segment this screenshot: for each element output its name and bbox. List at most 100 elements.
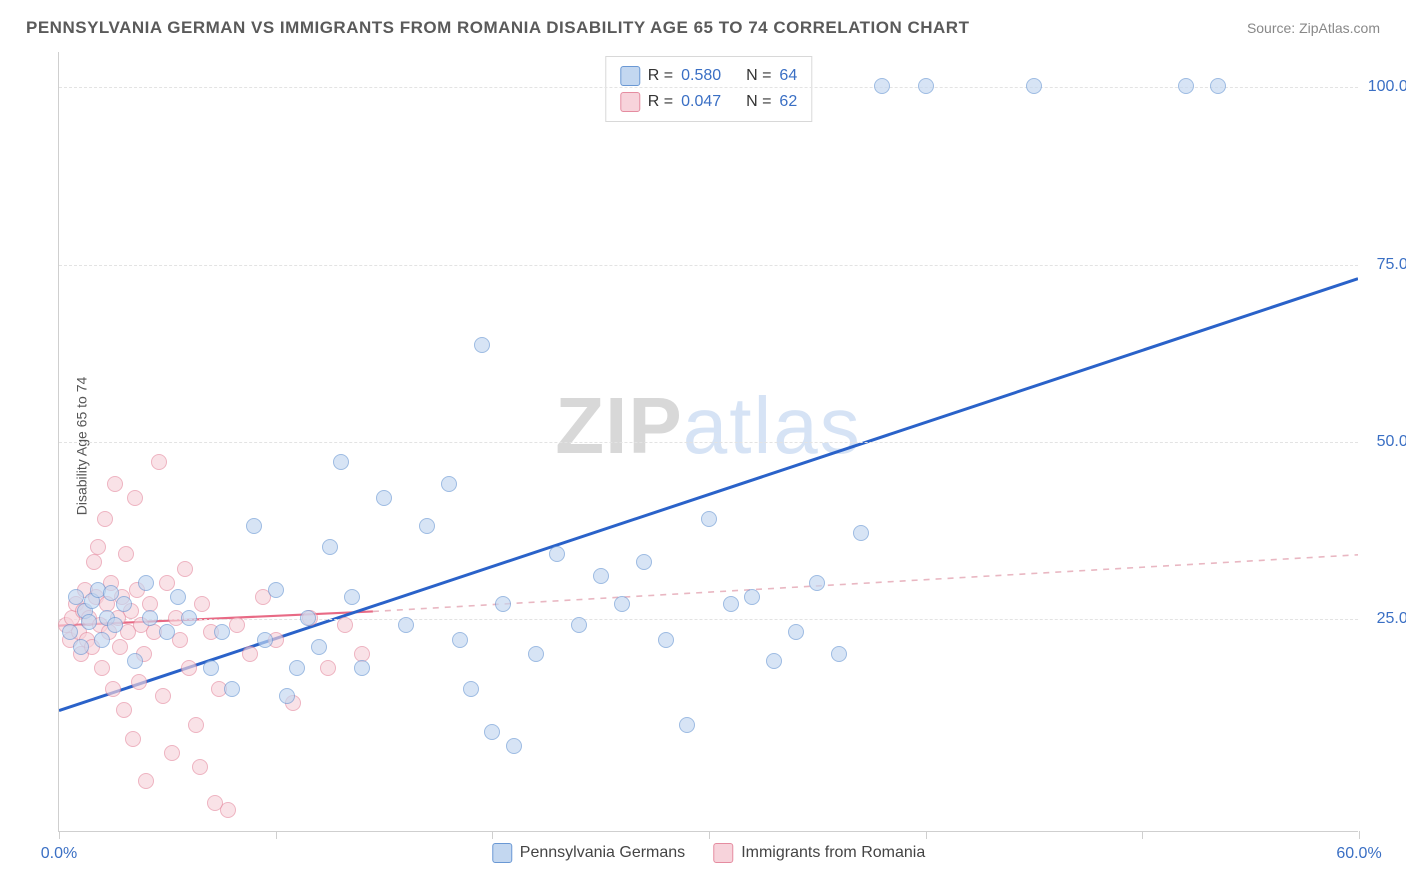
data-point bbox=[679, 717, 695, 733]
data-point bbox=[441, 476, 457, 492]
data-point bbox=[177, 561, 193, 577]
n-value-pink: 62 bbox=[779, 89, 797, 115]
r-value-blue: 0.580 bbox=[681, 63, 721, 89]
data-point bbox=[194, 596, 210, 612]
correlation-row-blue: R = 0.580 N = 64 bbox=[620, 63, 797, 89]
gridline bbox=[59, 442, 1358, 443]
data-point bbox=[311, 639, 327, 655]
plot-area: ZIPatlas R = 0.580 N = 64 R = 0.047 N = … bbox=[58, 52, 1358, 832]
x-tick-label: 60.0% bbox=[1336, 845, 1381, 863]
data-point bbox=[116, 702, 132, 718]
data-point bbox=[246, 518, 262, 534]
r-value-pink: 0.047 bbox=[681, 89, 721, 115]
swatch-pink-icon bbox=[620, 92, 640, 112]
data-point bbox=[874, 78, 890, 94]
y-tick-label: 50.0% bbox=[1366, 433, 1406, 451]
data-point bbox=[744, 589, 760, 605]
data-point bbox=[138, 773, 154, 789]
data-point bbox=[320, 660, 336, 676]
data-point bbox=[207, 795, 223, 811]
data-point bbox=[224, 681, 240, 697]
data-point bbox=[1210, 78, 1226, 94]
x-tick bbox=[59, 831, 60, 839]
data-point bbox=[1178, 78, 1194, 94]
data-point bbox=[495, 596, 511, 612]
data-point bbox=[94, 632, 110, 648]
n-label-pink: N = bbox=[746, 89, 771, 115]
x-tick bbox=[1142, 831, 1143, 839]
data-point bbox=[452, 632, 468, 648]
r-label-blue: R = bbox=[648, 63, 673, 89]
data-point bbox=[337, 617, 353, 633]
data-point bbox=[142, 610, 158, 626]
data-point bbox=[170, 589, 186, 605]
data-point bbox=[571, 617, 587, 633]
data-point bbox=[268, 582, 284, 598]
data-point bbox=[344, 589, 360, 605]
legend-label-blue: Pennsylvania Germans bbox=[520, 844, 685, 862]
x-tick-label: 0.0% bbox=[41, 845, 77, 863]
data-point bbox=[242, 646, 258, 662]
data-point bbox=[203, 660, 219, 676]
legend-label-pink: Immigrants from Romania bbox=[741, 844, 925, 862]
data-point bbox=[159, 624, 175, 640]
legend-item-blue: Pennsylvania Germans bbox=[492, 843, 685, 863]
data-point bbox=[94, 660, 110, 676]
data-point bbox=[164, 745, 180, 761]
data-point bbox=[73, 639, 89, 655]
chart-title: PENNSYLVANIA GERMAN VS IMMIGRANTS FROM R… bbox=[26, 18, 969, 38]
data-point bbox=[116, 596, 132, 612]
data-point bbox=[300, 610, 316, 626]
data-point bbox=[257, 632, 273, 648]
x-tick bbox=[276, 831, 277, 839]
data-point bbox=[188, 717, 204, 733]
r-label-pink: R = bbox=[648, 89, 673, 115]
watermark-atlas: atlas bbox=[683, 381, 862, 470]
data-point bbox=[614, 596, 630, 612]
data-point bbox=[181, 660, 197, 676]
data-point bbox=[474, 337, 490, 353]
legend-item-pink: Immigrants from Romania bbox=[713, 843, 925, 863]
data-point bbox=[118, 546, 134, 562]
data-point bbox=[766, 653, 782, 669]
data-point bbox=[289, 660, 305, 676]
data-point bbox=[484, 724, 500, 740]
data-point bbox=[151, 454, 167, 470]
y-tick-label: 25.0% bbox=[1366, 610, 1406, 628]
correlation-legend: R = 0.580 N = 64 R = 0.047 N = 62 bbox=[605, 56, 812, 122]
data-point bbox=[107, 476, 123, 492]
watermark: ZIPatlas bbox=[555, 380, 861, 472]
data-point bbox=[214, 624, 230, 640]
data-point bbox=[853, 525, 869, 541]
data-point bbox=[125, 731, 141, 747]
n-label-blue: N = bbox=[746, 63, 771, 89]
n-value-blue: 64 bbox=[779, 63, 797, 89]
data-point bbox=[376, 490, 392, 506]
gridline bbox=[59, 87, 1358, 88]
legend-swatch-pink-icon bbox=[713, 843, 733, 863]
data-point bbox=[593, 568, 609, 584]
gridline bbox=[59, 619, 1358, 620]
data-point bbox=[155, 688, 171, 704]
chart-header: PENNSYLVANIA GERMAN VS IMMIGRANTS FROM R… bbox=[26, 18, 1380, 38]
data-point bbox=[192, 759, 208, 775]
data-point bbox=[62, 624, 78, 640]
data-point bbox=[107, 617, 123, 633]
data-point bbox=[279, 688, 295, 704]
data-point bbox=[809, 575, 825, 591]
data-point bbox=[831, 646, 847, 662]
data-point bbox=[322, 539, 338, 555]
data-point bbox=[90, 539, 106, 555]
data-point bbox=[463, 681, 479, 697]
y-tick-label: 75.0% bbox=[1366, 256, 1406, 274]
data-point bbox=[419, 518, 435, 534]
correlation-row-pink: R = 0.047 N = 62 bbox=[620, 89, 797, 115]
data-point bbox=[86, 554, 102, 570]
legend-swatch-blue-icon bbox=[492, 843, 512, 863]
data-point bbox=[788, 624, 804, 640]
data-point bbox=[549, 546, 565, 562]
data-point bbox=[229, 617, 245, 633]
data-point bbox=[333, 454, 349, 470]
data-point bbox=[127, 653, 143, 669]
swatch-blue-icon bbox=[620, 66, 640, 86]
